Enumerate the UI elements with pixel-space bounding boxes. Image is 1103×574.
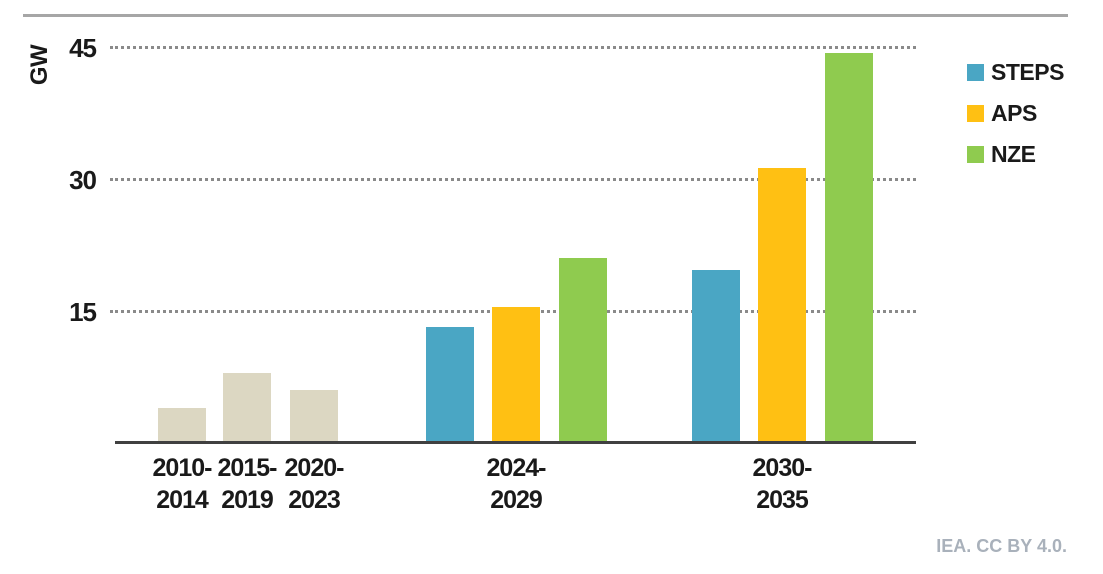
bar-2030-2035-STEPS — [692, 270, 740, 443]
x-label-2010-2014: 2010- 2014 — [117, 452, 247, 516]
x-label-2024-2029: 2024- 2029 — [451, 452, 581, 516]
bar-2010-2014-historical — [158, 408, 206, 443]
bar-2030-2035-NZE — [825, 53, 873, 443]
x-label-line: 2029 — [490, 486, 543, 514]
gridline-30 — [110, 178, 916, 181]
bar-2024-2029-STEPS — [426, 327, 474, 443]
bar-2030-2035-APS — [758, 168, 806, 443]
x-label-line: 2014 — [156, 486, 209, 514]
x-label-2020-2023: 2020- 2023 — [249, 452, 379, 516]
x-label-line: 2015- — [217, 454, 278, 482]
x-label-line: 2035 — [756, 486, 809, 514]
x-label-line: 2020- — [284, 454, 345, 482]
y-tick-label-45: 45 — [69, 33, 97, 63]
x-label-line: 2024- — [486, 454, 547, 482]
legend-swatch-NZE — [967, 145, 984, 163]
legend-label-APS: APS — [991, 100, 1037, 126]
legend-label-NZE: NZE — [991, 141, 1036, 167]
x-label-line: 2019 — [221, 486, 274, 514]
gridline-45 — [110, 46, 916, 49]
legend-swatch-APS — [967, 104, 984, 122]
bar-2020-2023-historical — [290, 390, 338, 443]
y-tick-label-15: 15 — [69, 297, 97, 327]
x-label-line: 2010- — [152, 454, 213, 482]
x-label-line: 2023 — [288, 486, 341, 514]
x-label-line: 2030- — [752, 454, 813, 482]
bar-2024-2029-NZE — [559, 258, 607, 443]
top-divider-line — [23, 14, 1068, 17]
y-tick-label-30: 30 — [69, 165, 97, 195]
x-axis-line — [115, 441, 916, 444]
credit-text: IEA. CC BY 4.0. — [936, 536, 1067, 556]
x-label-2030-2035: 2030- 2035 — [717, 452, 847, 516]
legend-swatch-STEPS — [967, 63, 984, 81]
bar-2015-2019-historical — [223, 373, 271, 443]
x-label-2015-2019: 2015- 2019 — [182, 452, 312, 516]
legend-item-NZE: NZE — [967, 142, 1036, 166]
legend-item-APS: APS — [967, 101, 1037, 125]
legend-item-STEPS: STEPS — [967, 60, 1064, 84]
legend-label-STEPS: STEPS — [991, 59, 1064, 85]
bar-2024-2029-APS — [492, 307, 540, 443]
